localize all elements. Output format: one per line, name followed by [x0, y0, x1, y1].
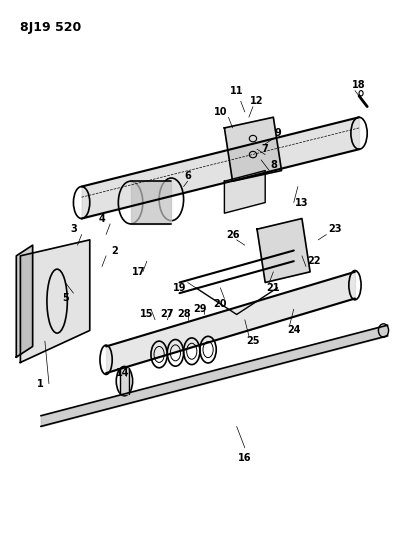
Text: 8: 8: [270, 160, 277, 170]
Text: 17: 17: [132, 267, 146, 277]
Text: 16: 16: [238, 454, 252, 463]
Text: 22: 22: [307, 256, 321, 266]
Text: 18: 18: [352, 80, 366, 90]
Text: 24: 24: [287, 326, 301, 335]
Text: 20: 20: [213, 299, 227, 309]
Polygon shape: [16, 245, 33, 357]
Text: 5: 5: [62, 294, 69, 303]
Text: 10: 10: [213, 107, 227, 117]
Text: 26: 26: [226, 230, 239, 239]
Text: 25: 25: [246, 336, 260, 346]
Text: 23: 23: [328, 224, 341, 234]
Text: 8J19 520: 8J19 520: [20, 21, 82, 34]
Polygon shape: [224, 117, 282, 181]
Text: 29: 29: [193, 304, 207, 314]
Text: 13: 13: [295, 198, 309, 207]
Text: 21: 21: [266, 283, 280, 293]
Text: 11: 11: [230, 86, 244, 95]
Text: 3: 3: [70, 224, 77, 234]
Polygon shape: [257, 219, 310, 282]
Text: 27: 27: [160, 310, 174, 319]
Polygon shape: [224, 171, 265, 213]
Text: 6: 6: [184, 171, 191, 181]
Text: 2: 2: [111, 246, 118, 255]
Text: 1: 1: [38, 379, 44, 389]
Text: 9: 9: [274, 128, 281, 138]
Text: 15: 15: [140, 310, 154, 319]
Polygon shape: [20, 240, 90, 362]
Text: 19: 19: [173, 283, 186, 293]
Text: 4: 4: [99, 214, 105, 223]
Text: 28: 28: [177, 310, 191, 319]
Text: 14: 14: [115, 368, 129, 378]
Text: 7: 7: [262, 144, 268, 154]
Text: 12: 12: [250, 96, 264, 106]
